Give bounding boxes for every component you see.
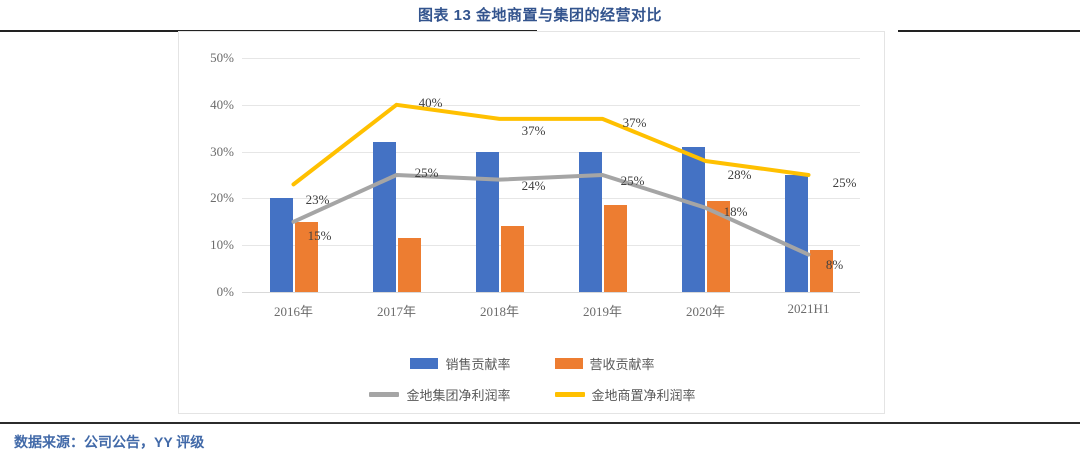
bar-revenue-contribution — [603, 205, 627, 292]
legend-row-lines: 金地集团净利润率 金地商置净利润率 — [179, 385, 886, 404]
data-label: 25% — [414, 165, 439, 180]
data-label: 8% — [825, 256, 844, 272]
gridline — [242, 245, 860, 247]
gridline — [242, 104, 860, 106]
gridline — [242, 198, 860, 200]
chart-legend: 销售贡献率 营收贡献率 金地集团净利润率 金地商置净利润率 — [179, 354, 886, 416]
y-axis-tick-label: 10% — [210, 237, 234, 253]
legend-label: 销售贡献率 — [445, 357, 511, 372]
bar-revenue-contribution — [500, 226, 524, 292]
legend-line-swatch-icon — [369, 392, 400, 397]
bar-sales-contribution — [372, 142, 396, 292]
legend-item[interactable]: 金地集团净利润率 — [369, 385, 511, 404]
y-axis-tick-label: 40% — [210, 96, 234, 112]
bar-sales-contribution — [578, 151, 602, 292]
legend-bar-swatch-icon — [554, 358, 583, 369]
x-axis-tick-label: 2021H1 — [787, 301, 830, 316]
legend-label: 营收贡献率 — [589, 357, 655, 372]
x-axis-tick-label: 2017年 — [376, 304, 417, 319]
bar-revenue-contribution — [397, 238, 421, 292]
y-axis-tick-label: 0% — [216, 284, 234, 299]
legend-bar-swatch-icon — [410, 358, 439, 369]
legend-label: 金地商置净利润率 — [591, 388, 696, 403]
bar-sales-contribution — [269, 198, 293, 292]
page-title: 图表 13 金地商置与集团的经营对比 — [417, 7, 663, 24]
data-label: 24% — [521, 177, 546, 193]
data-label: 37% — [521, 122, 546, 138]
bar-sales-contribution — [784, 175, 808, 292]
legend-item[interactable]: 销售贡献率 — [410, 354, 511, 373]
gridline — [242, 58, 860, 59]
line-series-layer — [291, 102, 811, 257]
y-axis-tick-label: 50% — [210, 50, 234, 65]
data-label: 18% — [723, 203, 748, 219]
legend-label: 金地集团净利润率 — [406, 388, 511, 403]
footer-divider — [0, 422, 1080, 424]
legend-item[interactable]: 金地商置净利润率 — [554, 385, 696, 404]
header-divider-right — [898, 30, 1080, 32]
legend-item[interactable]: 营收贡献率 — [554, 354, 655, 373]
gridline — [242, 292, 860, 293]
data-label: 25% — [832, 175, 857, 190]
y-axis-tick-label: 30% — [210, 143, 234, 159]
chart-panel: 0% 10% 20% 30% 40% 50% 15% 25% 24% 25% 18% 8% 23% 40… — [178, 31, 885, 414]
x-axis-tick-label: 2020年 — [685, 304, 726, 319]
source-note: 数据来源：公司公告，YY 评级 — [14, 434, 205, 450]
legend-line-swatch-icon — [554, 392, 585, 397]
y-axis-tick-label: 20% — [210, 190, 234, 206]
data-label: 28% — [727, 166, 752, 182]
x-axis-tick-label: 2016年 — [273, 304, 314, 319]
data-label: 15% — [307, 227, 332, 243]
data-label: 25% — [620, 173, 645, 188]
data-label: 23% — [305, 192, 330, 208]
legend-row-bars: 销售贡献率 营收贡献率 — [179, 354, 886, 373]
bar-sales-contribution — [681, 146, 705, 292]
gridline — [242, 151, 860, 153]
x-axis-tick-label: 2019年 — [582, 304, 623, 319]
bar-sales-contribution — [475, 151, 499, 292]
x-axis-tick-label: 2018年 — [479, 304, 520, 319]
data-label: 40% — [418, 94, 443, 110]
data-label: 37% — [622, 114, 647, 130]
plot-area: 0% 10% 20% 30% 40% 50% 15% 25% 24% 25% 18% 8% 23% 40… — [210, 50, 860, 319]
bar-revenue-contribution — [809, 249, 833, 292]
